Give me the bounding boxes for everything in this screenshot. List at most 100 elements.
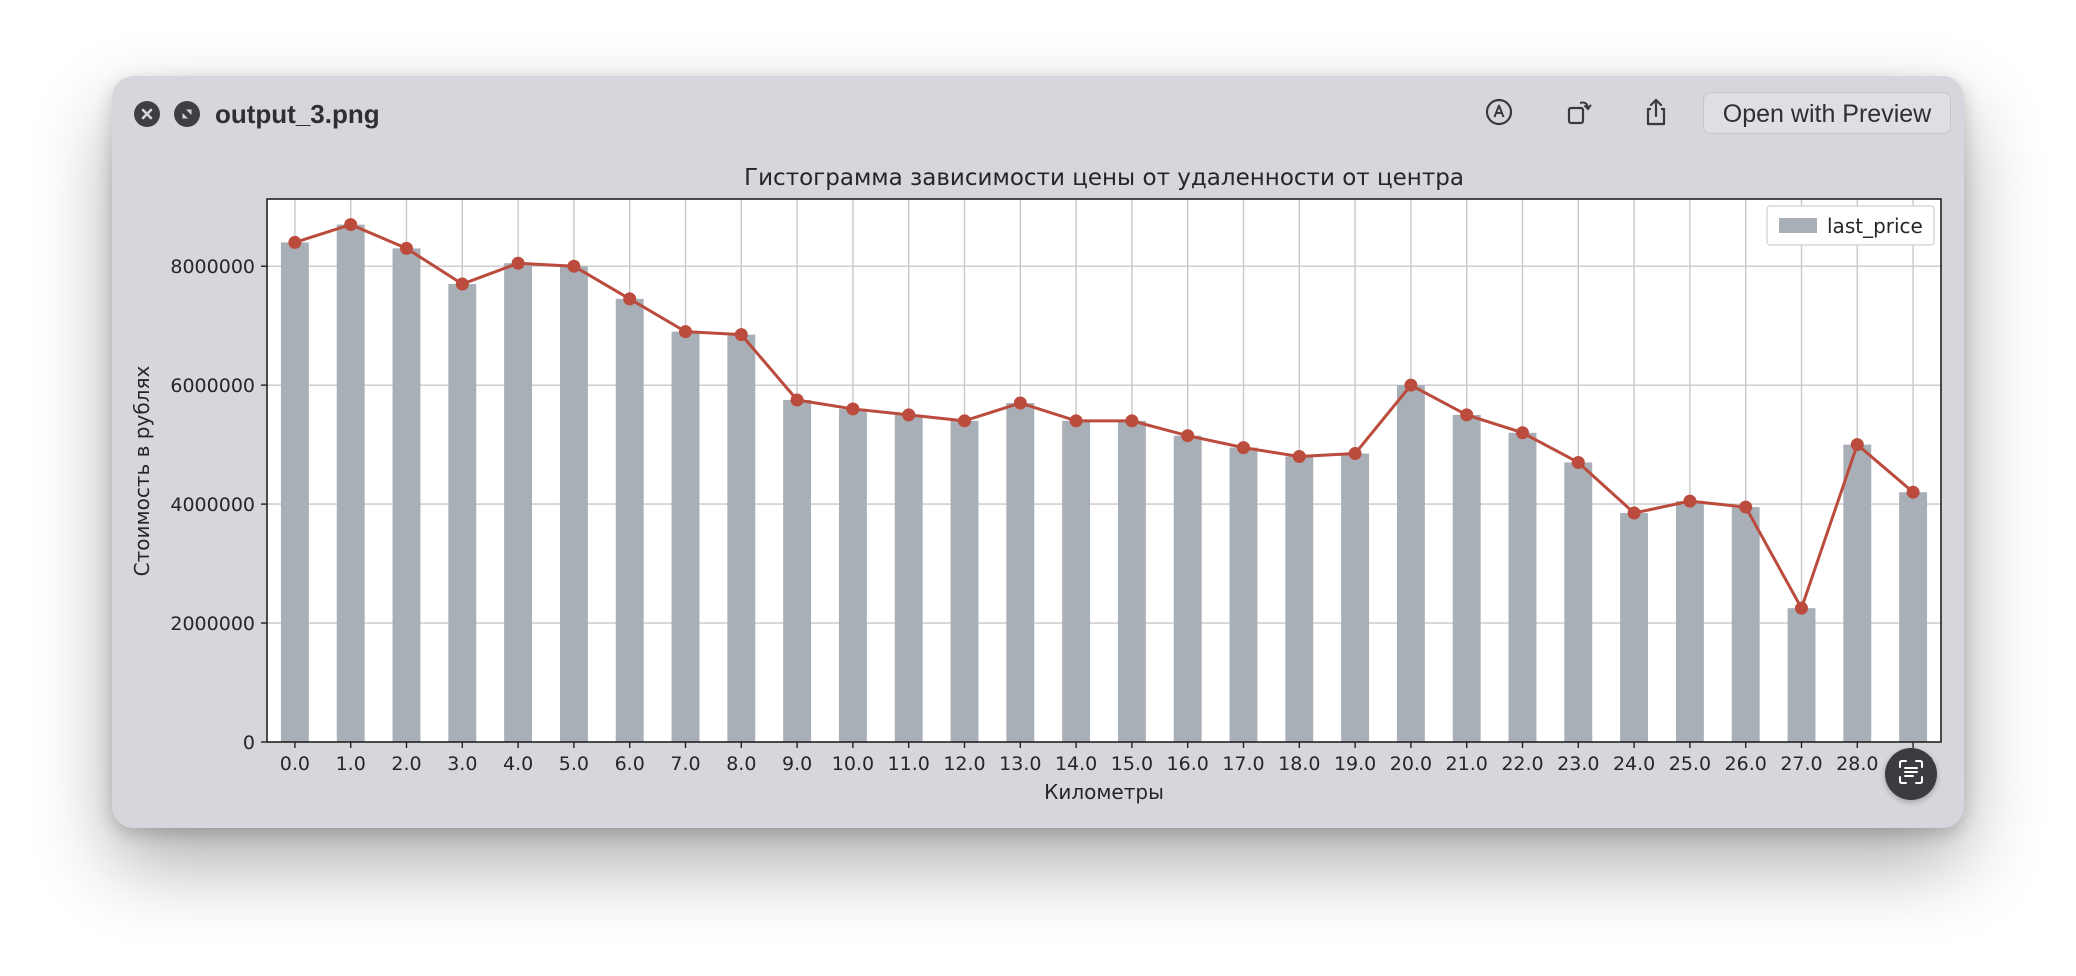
bar	[559, 266, 588, 742]
x-tick-label: 4.0	[503, 753, 533, 775]
bars	[280, 224, 1928, 743]
quicklook-window: output_3.png	[112, 76, 1964, 828]
line-point	[846, 402, 860, 416]
x-tick-label: 3.0	[447, 753, 477, 775]
line-point	[1850, 438, 1864, 452]
line-point	[734, 328, 748, 342]
price-line-path	[294, 223, 1915, 610]
line-point	[1292, 450, 1306, 464]
bar	[1396, 385, 1425, 742]
x-tick-label: 25.0	[1669, 753, 1711, 775]
x-tick-label: 10.0	[832, 753, 874, 775]
bar	[280, 242, 309, 743]
bar	[1229, 447, 1258, 742]
open-with-preview-button[interactable]: Open with Preview	[1703, 92, 1951, 134]
line-point	[1460, 408, 1474, 422]
bar	[1731, 507, 1760, 742]
plot-area	[267, 199, 1941, 742]
x-tick-label: 17.0	[1222, 753, 1264, 775]
bar	[1564, 462, 1593, 742]
line-point	[1069, 414, 1083, 428]
x-tick-label: 26.0	[1725, 753, 1767, 775]
plot-frame	[266, 198, 1942, 743]
close-button[interactable]	[134, 101, 160, 127]
line-point	[902, 408, 916, 422]
line-point	[1516, 426, 1529, 440]
bar	[615, 298, 644, 742]
line-point	[1404, 378, 1418, 392]
bar	[504, 263, 533, 742]
x-tick-label: 11.0	[888, 753, 930, 775]
line-point	[400, 241, 413, 255]
live-text-button[interactable]	[1885, 748, 1937, 800]
bar	[336, 224, 365, 743]
bar	[448, 284, 477, 742]
fullscreen-button[interactable]	[174, 101, 200, 127]
bar	[1341, 453, 1370, 742]
bar	[783, 400, 812, 742]
y-tick-label: 2000000	[170, 613, 255, 635]
line-point	[511, 256, 525, 270]
bar	[894, 414, 923, 742]
close-icon	[140, 107, 154, 121]
line-point	[455, 277, 469, 291]
rotate-button[interactable]	[1562, 97, 1596, 131]
legend-label: last_price	[1827, 214, 1923, 238]
bar	[392, 248, 421, 742]
x-tick-label: 20.0	[1390, 753, 1432, 775]
bar	[1285, 456, 1314, 742]
bar	[950, 420, 979, 742]
x-tick-label: 13.0	[999, 753, 1041, 775]
bar	[1899, 492, 1928, 742]
x-tick-label: 16.0	[1167, 753, 1209, 775]
x-tick-label: 23.0	[1557, 753, 1599, 775]
file-title: output_3.png	[215, 99, 380, 129]
line-point	[1739, 500, 1753, 514]
x-tick-label: 8.0	[726, 753, 756, 775]
bar	[727, 334, 756, 742]
bar	[1843, 444, 1872, 742]
line-point	[1181, 429, 1195, 443]
x-axis-label: Километры	[1044, 780, 1164, 804]
bar	[1452, 414, 1481, 742]
bar	[1062, 420, 1091, 742]
bar	[1173, 435, 1202, 742]
x-tick-label: 27.0	[1780, 753, 1822, 775]
line-point	[1795, 601, 1808, 615]
x-tick-label: 7.0	[670, 753, 700, 775]
line-point	[1348, 447, 1362, 461]
line-point	[567, 259, 581, 273]
line-point	[1237, 441, 1250, 455]
y-tick-label: 0	[243, 732, 255, 754]
line-point	[1627, 506, 1641, 520]
x-tick-label: 15.0	[1111, 753, 1153, 775]
price-distance-chart: 0.0 1.0 2.0 3.0 4.0 5.0 6.0 7.0 8.0 9.0 10.0 11.0 12…	[130, 165, 1942, 804]
line-point	[288, 235, 302, 249]
x-tick-label: 2.0	[391, 753, 421, 775]
line-point	[1571, 455, 1585, 469]
x-tick-label: 1.0	[336, 753, 366, 775]
markup-pen-icon	[1484, 97, 1514, 132]
markup-button[interactable]	[1482, 97, 1516, 131]
x-tick-label: 28.0	[1836, 753, 1878, 775]
x-tick-label: 19.0	[1334, 753, 1376, 775]
line-point	[623, 292, 637, 306]
line-point	[958, 414, 971, 428]
line-point	[790, 393, 804, 407]
line-point	[1125, 414, 1139, 428]
bar	[1117, 420, 1146, 742]
x-tick-label: 5.0	[559, 753, 589, 775]
y-tick-label: 6000000	[170, 375, 255, 397]
bar	[1620, 513, 1649, 742]
x-tick-label: 22.0	[1501, 753, 1543, 775]
line-point	[1683, 494, 1697, 508]
price-line	[288, 218, 1920, 615]
rotate-icon	[1564, 97, 1594, 132]
titlebar: output_3.png	[112, 76, 1964, 152]
bar	[671, 331, 700, 742]
x-tick-label: 12.0	[943, 753, 985, 775]
x-tick-label: 21.0	[1446, 753, 1488, 775]
bar	[1006, 402, 1035, 742]
bar	[1675, 501, 1704, 742]
share-button[interactable]	[1639, 97, 1673, 131]
